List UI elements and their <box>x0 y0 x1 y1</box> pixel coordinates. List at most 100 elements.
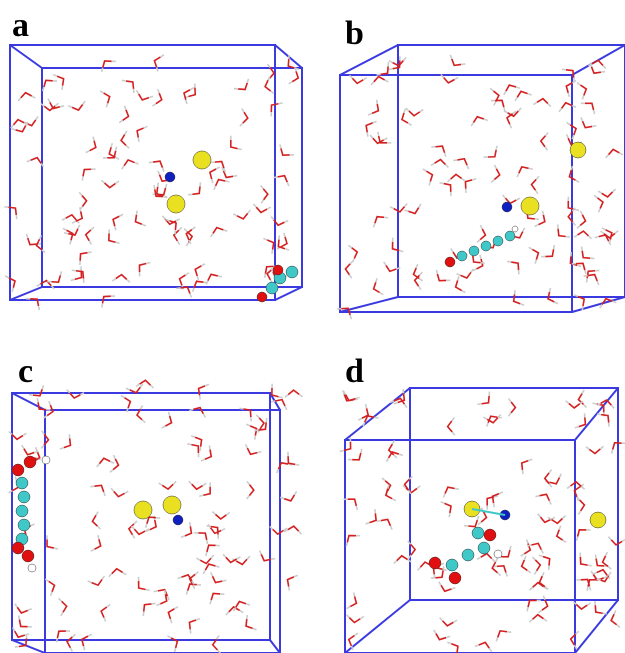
atom <box>42 456 50 464</box>
water <box>356 397 360 398</box>
water <box>265 274 266 278</box>
water <box>549 484 552 487</box>
water <box>508 413 511 416</box>
water <box>246 424 250 426</box>
water <box>405 203 408 206</box>
water <box>511 402 515 413</box>
water <box>31 158 41 164</box>
water <box>603 556 608 567</box>
water <box>437 274 446 281</box>
water <box>609 240 610 244</box>
water <box>247 481 250 484</box>
water <box>416 264 418 268</box>
water <box>390 207 394 209</box>
box-edge <box>398 45 625 297</box>
atom <box>478 542 490 554</box>
water <box>205 564 215 570</box>
atom <box>445 257 455 267</box>
water <box>136 90 138 94</box>
water <box>577 83 580 85</box>
water <box>576 604 587 609</box>
water <box>352 78 363 83</box>
water <box>149 162 153 163</box>
water <box>170 619 171 623</box>
water <box>206 281 208 285</box>
water <box>373 121 377 123</box>
water <box>106 103 107 107</box>
water <box>176 288 180 289</box>
water <box>127 279 130 282</box>
water <box>374 77 385 82</box>
water <box>612 301 616 302</box>
water <box>404 404 406 407</box>
water <box>68 106 72 108</box>
water <box>259 418 264 429</box>
water <box>515 290 516 294</box>
water <box>206 552 207 556</box>
water <box>483 417 487 419</box>
water <box>497 566 506 573</box>
water <box>545 473 549 484</box>
water <box>452 432 455 435</box>
water <box>392 499 396 501</box>
water <box>28 609 32 611</box>
water <box>236 602 246 608</box>
water <box>263 238 267 240</box>
water <box>399 251 403 252</box>
water <box>160 55 164 57</box>
water <box>528 600 537 607</box>
panel-label: d <box>345 353 364 390</box>
water <box>511 262 518 270</box>
water <box>284 233 285 237</box>
box-edge <box>275 287 302 300</box>
water <box>418 567 421 570</box>
water <box>536 176 539 179</box>
water <box>288 390 299 394</box>
water <box>203 483 207 485</box>
water <box>99 458 110 463</box>
water <box>64 438 71 447</box>
water <box>548 517 552 519</box>
water <box>166 184 167 188</box>
water <box>101 607 107 618</box>
water <box>292 71 298 81</box>
water <box>113 455 115 459</box>
water <box>562 103 573 109</box>
water <box>536 190 538 193</box>
water <box>97 464 100 467</box>
water <box>281 237 287 247</box>
water <box>587 587 588 591</box>
water <box>200 558 211 563</box>
water <box>71 279 75 280</box>
water <box>491 180 494 183</box>
water <box>200 447 201 451</box>
water <box>377 521 381 522</box>
water <box>203 414 205 418</box>
water <box>189 409 193 410</box>
water <box>233 214 237 216</box>
atom <box>16 505 28 517</box>
water <box>435 146 444 153</box>
water <box>193 585 195 589</box>
water <box>550 288 551 292</box>
water <box>284 220 288 222</box>
water <box>289 587 290 591</box>
water <box>453 160 457 161</box>
water <box>587 278 588 282</box>
water <box>381 519 391 525</box>
water <box>48 99 50 103</box>
water <box>92 515 97 526</box>
water <box>257 452 261 453</box>
water <box>595 237 599 238</box>
water <box>516 87 520 88</box>
water <box>15 631 25 637</box>
water <box>254 430 258 431</box>
atom <box>484 529 496 541</box>
water <box>192 484 203 489</box>
water <box>197 276 198 280</box>
water <box>236 559 247 564</box>
panel-label: a <box>12 7 29 44</box>
water <box>186 591 187 595</box>
water <box>109 574 112 577</box>
water <box>518 108 521 111</box>
